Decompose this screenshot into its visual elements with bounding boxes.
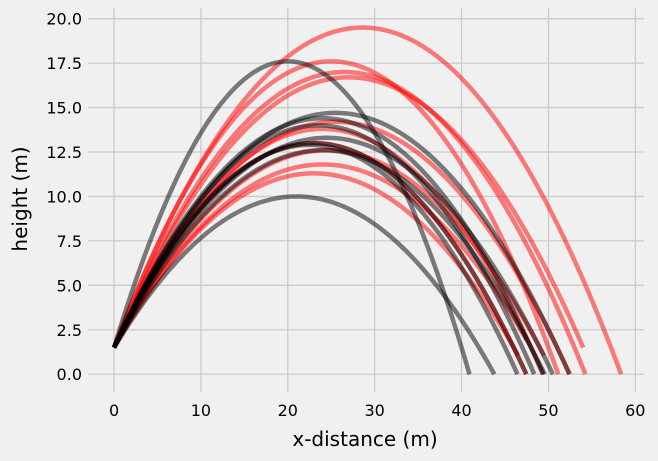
black-trajectory-line (111, 59, 472, 375)
y-tick-label: 5.0 (57, 276, 82, 295)
x-tick-label: 10 (191, 401, 211, 420)
y-tick-label: 12.5 (46, 143, 82, 162)
trajectory-series (111, 25, 624, 376)
red-trajectory-line (111, 69, 588, 376)
y-axis-ticks: 0.0 2.5 5.0 7.5 10.0 12.5 15.0 17.5 20.0 (46, 10, 82, 385)
y-tick-label: 2.5 (57, 321, 82, 340)
red-trajectory-line (111, 59, 561, 375)
y-tick-label: 7.5 (57, 232, 82, 251)
x-tick-label: 20 (278, 401, 298, 420)
y-tick-label: 17.5 (46, 54, 82, 73)
x-tick-label: 40 (451, 401, 471, 420)
x-tick-label: 30 (365, 401, 385, 420)
red-trajectory-line (112, 171, 520, 357)
x-tick-label: 60 (625, 401, 645, 420)
black-trajectory-line (112, 147, 547, 376)
y-tick-label: 10.0 (46, 187, 82, 206)
red-trajectory-line (111, 75, 586, 349)
x-axis-ticks: 0 10 20 30 40 50 60 (109, 401, 646, 420)
y-axis-label: height (m) (8, 146, 32, 251)
x-tick-label: 0 (109, 401, 119, 420)
grid (88, 8, 644, 392)
black-trajectory-line (112, 142, 520, 376)
black-trajectory-line (112, 194, 497, 376)
x-tick-label: 50 (538, 401, 558, 420)
x-axis-label: x-distance (m) (292, 427, 437, 451)
y-tick-label: 15.0 (46, 99, 82, 118)
y-tick-label: 20.0 (46, 10, 82, 29)
y-tick-label: 0.0 (57, 365, 82, 384)
